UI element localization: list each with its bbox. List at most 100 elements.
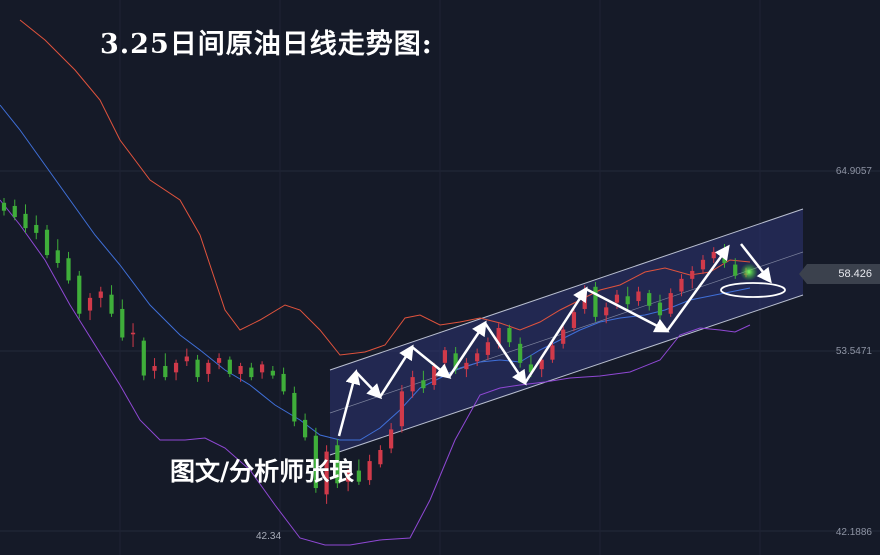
candle-body (507, 327, 512, 343)
candle-body (292, 392, 297, 422)
candle-body (625, 296, 630, 305)
candle (485, 337, 491, 360)
candle-body (109, 294, 114, 314)
candle (163, 353, 168, 381)
candle (23, 204, 28, 233)
candle (410, 370, 415, 398)
author-label: 图文/分析师张琅 (170, 457, 355, 486)
arrow-3 (378, 344, 414, 398)
candle (216, 353, 222, 370)
candle-body (55, 250, 60, 264)
channel-upper-line (329, 208, 804, 371)
trend-arrows (337, 243, 772, 437)
current-price-glow (740, 263, 758, 281)
candle-body (442, 350, 447, 363)
candle-body (130, 332, 136, 335)
candle-body (163, 366, 168, 378)
low-price-label: 42.34 (256, 531, 282, 542)
candle-body (184, 356, 189, 362)
channel-middle-line (329, 251, 804, 414)
candle-body (270, 370, 275, 376)
candle (249, 362, 254, 381)
candle (507, 324, 512, 347)
candle (367, 454, 372, 485)
candle (539, 356, 544, 378)
candle (130, 323, 136, 347)
candle-body (485, 342, 491, 355)
candle-body (636, 291, 641, 302)
candle-body (711, 251, 716, 259)
candle-body (238, 366, 243, 374)
candle (561, 326, 566, 349)
candle (141, 337, 146, 381)
candle (227, 356, 232, 378)
candle-body (679, 278, 684, 292)
candle (550, 342, 555, 363)
candle-body (475, 353, 480, 362)
support-ellipse (720, 282, 786, 298)
candle (690, 266, 695, 289)
candle-body (141, 340, 146, 376)
candle-body (733, 264, 738, 276)
candle (303, 413, 308, 441)
candle-body (249, 367, 254, 378)
candle (604, 302, 609, 324)
candle-body (496, 327, 501, 344)
candle (399, 385, 404, 433)
candle (270, 366, 275, 379)
candle (475, 348, 480, 367)
candle (66, 251, 71, 284)
candle-body (421, 380, 426, 389)
candle-body (173, 362, 179, 373)
candle-body (604, 307, 609, 316)
candle-body (528, 364, 534, 373)
candle-body (87, 297, 93, 311)
candle (647, 289, 652, 311)
candle-body (259, 364, 265, 373)
candle (593, 282, 598, 322)
candle (700, 255, 706, 275)
candle-body (227, 359, 232, 374)
candle (109, 285, 114, 317)
candle-body (12, 205, 17, 218)
candle-body (550, 345, 555, 360)
candle-body (700, 259, 706, 270)
candlesticks (1, 198, 749, 504)
candle-body (518, 343, 523, 363)
candle (259, 361, 265, 379)
candle (636, 286, 641, 306)
upper-band-line (19, 19, 751, 356)
candle-body (389, 429, 394, 449)
arrow-6 (483, 322, 527, 386)
candle (668, 288, 673, 317)
candle-body (195, 359, 200, 378)
candle (98, 286, 103, 308)
candle (120, 299, 125, 341)
candle (571, 307, 577, 332)
candle-body (561, 329, 566, 344)
candle-body (152, 366, 157, 371)
candle (184, 348, 189, 367)
candle-body (281, 373, 286, 392)
channel-lower-line (329, 294, 804, 456)
arrow-4 (411, 346, 452, 379)
candle (464, 358, 469, 378)
candle (12, 199, 17, 221)
candle-body (399, 391, 404, 427)
candle-body (1, 202, 7, 211)
arrow-7 (523, 286, 588, 384)
candle-body (378, 449, 383, 465)
candle-body (668, 293, 673, 314)
candle (44, 224, 50, 259)
candle (625, 286, 630, 309)
candle (34, 215, 39, 240)
candle-body (647, 293, 652, 306)
candle-body (346, 472, 351, 482)
y-tick-label: 42.1886 (835, 527, 872, 538)
candle-body (690, 270, 695, 279)
arrow-5 (447, 320, 487, 378)
candle (1, 198, 7, 216)
